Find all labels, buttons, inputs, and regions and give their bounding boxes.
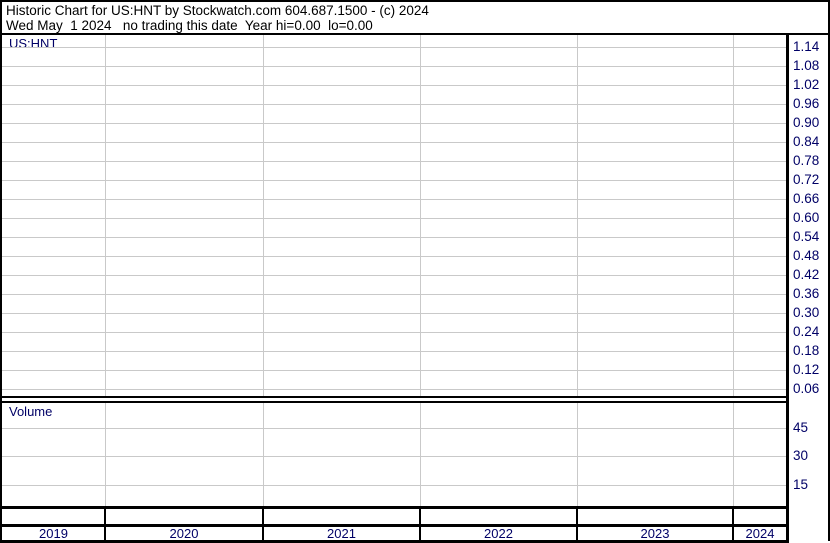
price-gridline-v xyxy=(263,35,264,396)
price-gridline-h xyxy=(2,142,786,143)
border-top xyxy=(0,0,830,2)
price-axis-label: 0.12 xyxy=(793,362,820,377)
year-label: 2022 xyxy=(484,526,513,541)
price-gridline-h xyxy=(2,104,786,105)
chart-subtitle: Wed May 1 2024 no trading this date Year… xyxy=(6,18,373,33)
border-price-bottom xyxy=(0,396,789,398)
price-axis-label: 0.42 xyxy=(793,267,820,282)
price-axis-label: 0.60 xyxy=(793,210,820,225)
volume-gridline-h xyxy=(2,485,786,486)
border-header-bottom xyxy=(0,33,830,35)
price-axis-label: 1.14 xyxy=(793,39,820,54)
year-label: 2023 xyxy=(640,526,670,541)
price-gridline-h xyxy=(2,85,786,86)
price-gridline-h xyxy=(2,294,786,295)
year-label: 2020 xyxy=(169,526,199,541)
price-gridline-h xyxy=(2,332,786,333)
price-axis-label: 0.24 xyxy=(793,324,820,339)
border-axis-column-left xyxy=(786,33,789,543)
volume-gridline-v xyxy=(105,403,106,506)
volume-axis-label: 15 xyxy=(793,477,809,492)
volume-gridline-v xyxy=(263,403,264,506)
price-gridline-v xyxy=(105,35,106,396)
price-axis-label: 0.66 xyxy=(793,191,820,206)
volume-axis-label: 30 xyxy=(793,448,809,463)
price-gridline-h xyxy=(2,123,786,124)
price-axis-label: 0.84 xyxy=(793,134,820,149)
volume-gridline-h xyxy=(2,428,786,429)
price-gridline-h xyxy=(2,218,786,219)
price-gridline-h xyxy=(2,370,786,371)
volume-label: Volume xyxy=(9,404,53,419)
border-volume-top xyxy=(0,401,789,403)
price-axis-label: 0.78 xyxy=(793,153,820,168)
price-gridline-h xyxy=(2,275,786,276)
price-gridline-h xyxy=(2,256,786,257)
border-right xyxy=(828,0,830,541)
price-axis-label: 0.96 xyxy=(793,96,820,111)
price-axis-label: 1.02 xyxy=(793,77,820,92)
border-tickrow-bottom xyxy=(0,524,789,527)
volume-axis-label: 45 xyxy=(793,420,809,435)
price-gridline-h xyxy=(2,313,786,314)
price-axis-label: 0.54 xyxy=(793,229,820,244)
border-volume-bottom xyxy=(0,506,789,509)
price-axis-label: 0.30 xyxy=(793,305,820,320)
volume-gridline-v xyxy=(577,403,578,506)
border-left xyxy=(0,0,2,543)
price-gridline-v xyxy=(420,35,421,396)
price-gridline-h xyxy=(2,180,786,181)
price-gridline-v xyxy=(577,35,578,396)
chart-title: Historic Chart for US:HNT by Stockwatch.… xyxy=(6,3,429,18)
price-gridline-v xyxy=(733,35,734,396)
year-label: 2024 xyxy=(745,526,775,541)
volume-gridline-v xyxy=(733,403,734,506)
price-axis-label: 0.90 xyxy=(793,115,820,130)
price-axis-label: 0.48 xyxy=(793,248,820,263)
price-axis-label: 0.18 xyxy=(793,343,820,358)
price-axis-label: 0.06 xyxy=(793,381,820,396)
year-label: 2019 xyxy=(39,526,68,541)
price-gridline-h xyxy=(2,199,786,200)
price-gridline-h xyxy=(2,66,786,67)
price-axis-label: 0.36 xyxy=(793,286,820,301)
year-label: 2021 xyxy=(327,526,356,541)
symbol-label: US:HNT xyxy=(9,36,58,51)
border-bottom xyxy=(0,540,789,543)
volume-gridline-h xyxy=(2,456,786,457)
price-gridline-h xyxy=(2,47,786,48)
price-axis-label: 0.72 xyxy=(793,172,820,187)
volume-gridline-v xyxy=(420,403,421,506)
price-axis-label: 1.08 xyxy=(793,58,820,73)
price-gridline-h xyxy=(2,161,786,162)
price-gridline-h xyxy=(2,351,786,352)
price-gridline-h xyxy=(2,389,786,390)
price-gridline-h xyxy=(2,237,786,238)
